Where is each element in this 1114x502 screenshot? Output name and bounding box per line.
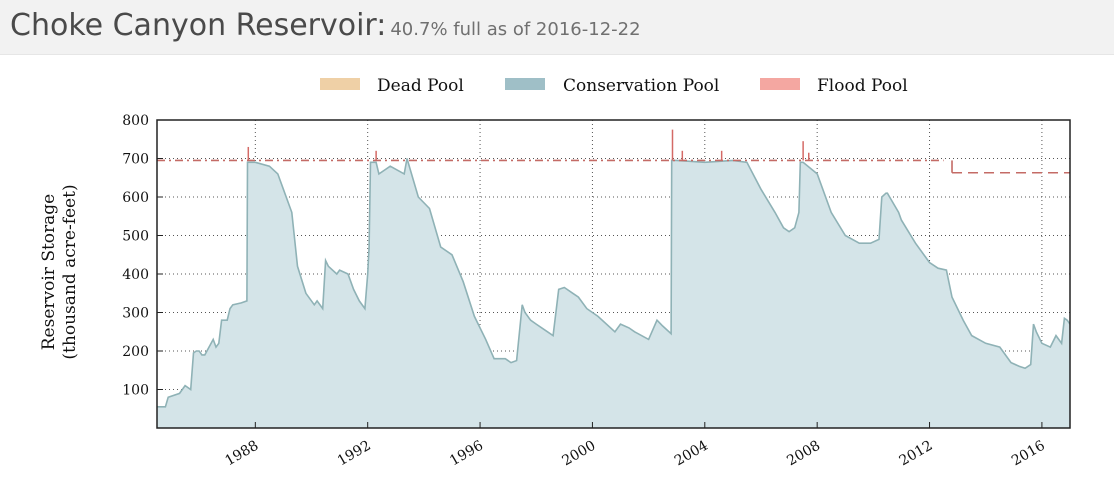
y-tick-label-200: 200	[122, 344, 149, 360]
y-axis-title-line1: Reservoir Storage	[39, 194, 59, 351]
y-tick-label-800: 800	[122, 113, 149, 129]
legend-swatch-flood-pool	[760, 78, 800, 90]
page-title: Choke Canyon Reservoir: 40.7% full as of …	[10, 8, 641, 43]
legend-label-dead-pool: Dead Pool	[377, 76, 464, 96]
storage-line	[157, 158, 1070, 408]
x-tick-label-2016: 2016	[1009, 438, 1048, 470]
x-tick-label-2008: 2008	[784, 438, 823, 470]
legend-swatch-dead-pool	[320, 78, 360, 90]
reservoir-name: Choke Canyon Reservoir:	[10, 8, 387, 43]
x-tick-label-2000: 2000	[560, 438, 599, 470]
plot-area: 100 200 300 400 500 600 700 800 1988 1992 1996 2000…	[122, 113, 1071, 470]
y-tick-label-400: 400	[122, 267, 149, 283]
y-tick-label-500: 500	[122, 229, 149, 245]
legend-swatch-conservation-pool	[505, 78, 545, 90]
header-bar: Choke Canyon Reservoir: 40.7% full as of …	[0, 0, 1114, 55]
x-tick-label-2012: 2012	[897, 438, 936, 470]
chart-legend: Dead Pool Conservation Pool Flood Pool	[320, 76, 908, 96]
y-tick-label-100: 100	[122, 383, 149, 399]
x-tick-label-1988: 1988	[222, 438, 261, 470]
x-tick-label-1996: 1996	[447, 438, 486, 470]
status-subtitle: 40.7% full as of 2016-12-22	[390, 19, 641, 40]
storage-area	[157, 158, 1070, 428]
legend-label-conservation-pool: Conservation Pool	[563, 76, 719, 96]
x-tick-label-2004: 2004	[672, 438, 711, 470]
y-tick-label-700: 700	[122, 152, 149, 168]
x-tick-label-1992: 1992	[335, 438, 374, 470]
y-tick-label-600: 600	[122, 190, 149, 206]
y-axis-title-line2: (thousand acre-feet)	[60, 184, 80, 359]
legend-label-flood-pool: Flood Pool	[817, 76, 908, 96]
y-tick-label-300: 300	[122, 306, 149, 322]
